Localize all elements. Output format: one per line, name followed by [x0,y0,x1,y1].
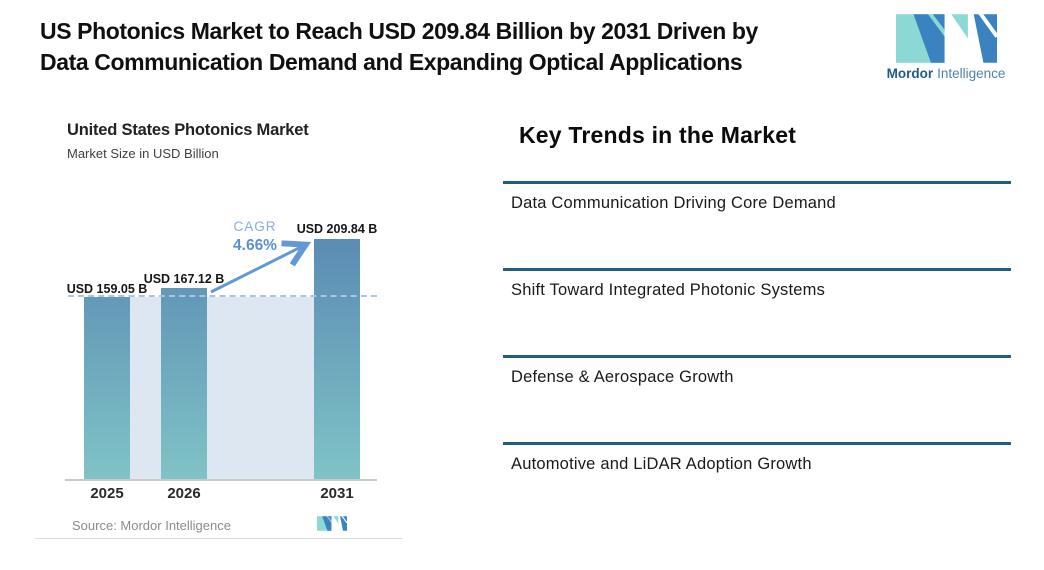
bar-2031 [314,239,360,479]
page-title-line1: US Photonics Market to Reach USD 209.84 … [40,18,758,44]
brand-name-bold: Mordor [886,66,934,81]
chart-subtitle: Market Size in USD Billion [67,146,219,161]
brand-name: Mordor Intelligence [886,66,1006,81]
chart-bottom-divider [35,538,403,539]
x-tick-2025: 2025 [90,485,124,502]
x-tick-2031: 2031 [320,485,354,502]
mordor-intelligence-logo-icon [895,14,997,63]
brand-logo: Mordor Intelligence [886,14,1006,81]
cagr-growth-arrow-icon [210,240,312,294]
trend-item-label: Shift Toward Integrated Photonic Systems [511,281,826,299]
page-title-line2: Data Communication Demand and Expanding … [40,49,743,75]
chart-title: United States Photonics Market [67,121,309,139]
trend-row-2: Shift Toward Integrated Photonic Systems [503,268,1011,300]
reference-dashed-line [68,295,377,297]
trend-item-label: Automotive and LiDAR Adoption Growth [511,455,812,473]
key-trends-heading: Key Trends in the Market [519,122,797,148]
trend-row-3: Defense & Aerospace Growth [503,355,1011,387]
trend-row-4: Automotive and LiDAR Adoption Growth [503,442,1011,474]
bar-2026 [161,288,207,479]
brand-name-regular: Intelligence [937,66,1006,81]
page-title: US Photonics Market to Reach USD 209.84 … [40,16,900,78]
trend-item-label: Defense & Aerospace Growth [511,368,734,386]
trend-row-1: Data Communication Driving Core Demand [503,181,1011,213]
bar-value-label-2026: USD 167.12 B [143,272,225,286]
bar-value-label-2031: USD 209.84 B [296,222,378,236]
bar-value-label-2025: USD 159.05 B [66,282,148,296]
mordor-logo-mark-icon [317,516,347,531]
cagr-annotation: CAGR 4.66% [210,219,300,255]
cagr-value: 4.66% [233,236,277,254]
cagr-label: CAGR [233,219,277,234]
bar-2025 [84,297,130,479]
x-tick-2026: 2026 [167,485,201,502]
trend-item-label: Data Communication Driving Core Demand [511,194,836,212]
key-trends-panel: Key Trends in the Market Data Communicat… [503,120,1011,520]
source-attribution: Source: Mordor Intelligence [72,518,231,533]
x-axis-line [65,479,377,481]
market-size-chart: United States Photonics Market Market Si… [35,105,405,550]
